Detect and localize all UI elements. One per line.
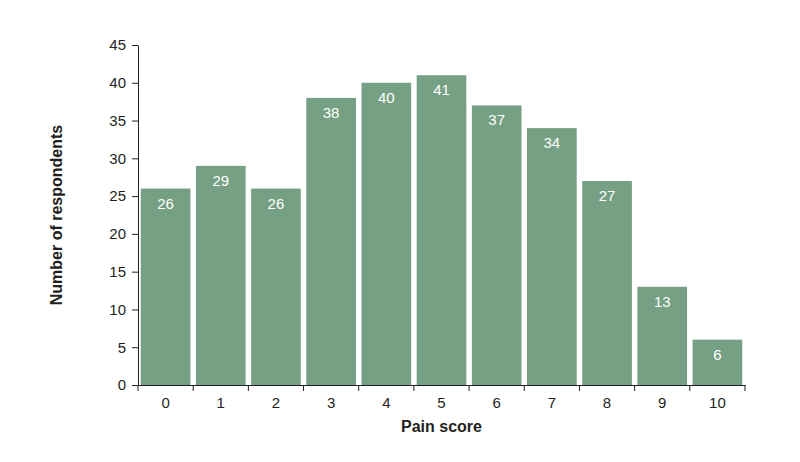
y-tick-mark: [132, 309, 138, 310]
data-label: 13: [654, 293, 671, 310]
x-tick: 0: [161, 385, 169, 411]
bar: [637, 287, 687, 385]
x-separator: [358, 385, 359, 391]
x-separator: [138, 385, 139, 391]
y-tick-label: 15: [109, 263, 126, 280]
data-label: 29: [212, 172, 229, 189]
x-tick: 9: [658, 385, 666, 411]
x-separators: [138, 385, 745, 391]
x-separator: [524, 385, 525, 391]
x-tick: 8: [603, 385, 611, 411]
x-tick-label: 3: [327, 394, 335, 411]
x-tick-label: 10: [709, 394, 726, 411]
y-tick-label: 35: [109, 112, 126, 129]
bar: [196, 166, 246, 385]
bar: [472, 105, 522, 385]
chart: 2629263840413734271360510152025303540450…: [0, 0, 800, 462]
y-tick-mark: [132, 121, 138, 122]
y-tick-label: 40: [109, 74, 126, 91]
bar: [251, 189, 301, 385]
bar: [582, 181, 632, 385]
y-tick-mark: [132, 347, 138, 348]
x-axis-title: Pain score: [401, 418, 482, 435]
y-tick: 35: [109, 112, 138, 129]
x-tick: 4: [382, 385, 390, 411]
y-tick-mark: [132, 272, 138, 273]
y-tick-mark: [132, 158, 138, 159]
bar: [693, 340, 743, 385]
y-tick-mark: [132, 83, 138, 84]
x-tick: 1: [217, 385, 225, 411]
data-label: 6: [713, 346, 721, 363]
x-separator: [689, 385, 690, 391]
x-tick: 10: [709, 385, 726, 411]
y-axis: 0 5 10 15 20 25 30 35 40 45: [109, 36, 138, 393]
y-tick-label: 10: [109, 301, 126, 318]
y-tick-mark: [132, 385, 138, 386]
y-tick: 10: [109, 301, 138, 318]
y-tick-mark: [132, 234, 138, 235]
x-separator: [248, 385, 249, 391]
x-separator: [413, 385, 414, 391]
y-axis-line: [138, 46, 139, 386]
bar: [361, 83, 411, 385]
bar: [141, 189, 191, 385]
data-label: 26: [157, 195, 174, 212]
x-separator: [579, 385, 580, 391]
y-tick-label: 30: [109, 150, 126, 167]
x-tick-label: 7: [548, 394, 556, 411]
x-separator: [634, 385, 635, 391]
x-tick-label: 4: [382, 394, 390, 411]
data-label: 34: [544, 134, 561, 151]
y-tick: 5: [118, 339, 138, 356]
y-tick: 20: [109, 225, 138, 242]
y-tick: 25: [109, 187, 138, 204]
data-label: 40: [378, 89, 395, 106]
x-separator: [193, 385, 194, 391]
x-tick-label: 2: [272, 394, 280, 411]
data-label: 27: [599, 187, 616, 204]
data-label: 26: [268, 195, 285, 212]
data-label: 41: [433, 81, 450, 98]
y-tick: 30: [109, 150, 138, 167]
x-tick: 2: [272, 385, 280, 411]
x-axis-line: [139, 385, 746, 386]
x-separator: [469, 385, 470, 391]
x-tick: 5: [437, 385, 445, 411]
y-tick: 0: [118, 376, 138, 393]
data-labels: 26 29 26 38 40 41 37 34 27 13 6: [157, 81, 721, 362]
y-tick-label: 20: [109, 225, 126, 242]
y-tick-label: 25: [109, 187, 126, 204]
x-separator: [303, 385, 304, 391]
bar: [306, 98, 356, 385]
x-separator: [745, 385, 746, 391]
x-tick-label: 9: [658, 394, 666, 411]
x-tick: 6: [493, 385, 501, 411]
bar: [527, 128, 577, 385]
bars: [141, 75, 742, 385]
y-tick-label: 0: [118, 376, 126, 393]
data-label: 37: [488, 111, 505, 128]
x-axis: 0 1 2 3 4 5 6 7 8 9 10: [139, 385, 746, 411]
x-tick-label: 8: [603, 394, 611, 411]
y-tick-label: 5: [118, 339, 126, 356]
x-tick-label: 6: [493, 394, 501, 411]
x-tick: 3: [327, 385, 335, 411]
x-tick-label: 1: [217, 394, 225, 411]
x-tick-label: 0: [161, 394, 169, 411]
y-tick: 15: [109, 263, 138, 280]
x-tick: 7: [548, 385, 556, 411]
y-tick-mark: [132, 196, 138, 197]
bar: [417, 75, 467, 385]
y-tick: 45: [109, 36, 138, 53]
y-tick: 40: [109, 74, 138, 91]
y-tick-label: 45: [109, 36, 126, 53]
x-tick-label: 5: [437, 394, 445, 411]
y-tick-mark: [132, 45, 138, 46]
y-axis-title: Number of respondents: [48, 125, 65, 306]
data-label: 38: [323, 104, 340, 121]
plot: 2629263840413734271360510152025303540450…: [109, 36, 745, 410]
